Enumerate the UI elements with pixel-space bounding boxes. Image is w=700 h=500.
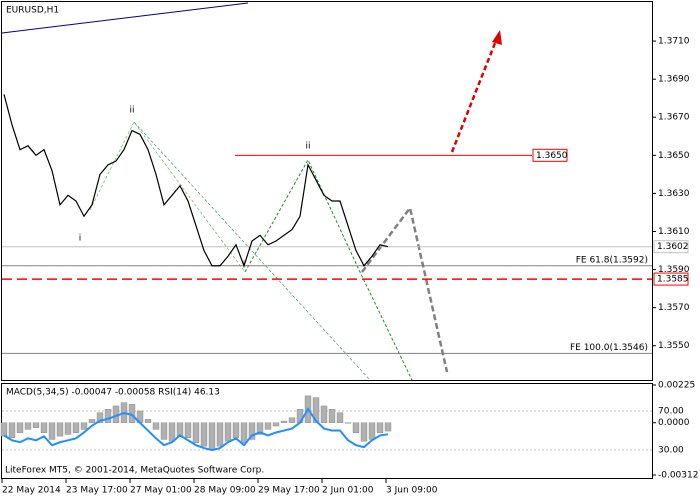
level-label: 1.3650: [536, 151, 568, 161]
wave-label: i: [243, 261, 246, 271]
macd-bar: [280, 420, 288, 423]
y-tick-label: 1.3650: [658, 151, 690, 161]
macd-bar: [376, 422, 384, 433]
y-tick-label: 1.3710: [658, 37, 690, 47]
macd-bar: [352, 422, 360, 433]
y2-tick-label: 30.00: [658, 446, 684, 456]
wave-label: i: [79, 234, 82, 244]
wave-line: [244, 158, 413, 381]
macd-bar: [152, 422, 160, 430]
forecast-path: [361, 205, 449, 373]
macd-bar: [272, 422, 280, 427]
y-tick-label: -0.00312: [658, 471, 698, 481]
macd-bar: [208, 422, 216, 450]
macd-bar: [216, 422, 224, 447]
macd-bar: [224, 422, 232, 442]
macd-bar: [168, 422, 176, 442]
macd-bar: [360, 422, 368, 442]
x-tick-label: 29 May 17:00: [258, 486, 320, 496]
x-tick-label: 27 May 01:00: [130, 486, 192, 496]
x-tick-label: 2 Jun 01:00: [322, 486, 374, 496]
macd-bar: [0, 422, 8, 437]
macd-bar: [144, 419, 152, 423]
macd-bar: [176, 422, 184, 437]
y-tick-label: 1.3550: [658, 341, 690, 351]
y2-tick-label: 70.00: [658, 407, 684, 417]
macd-bar: [344, 422, 352, 424]
x-tick-label: 23 May 17:00: [66, 486, 128, 496]
macd-bar: [288, 417, 296, 423]
level-box: [653, 240, 689, 254]
x-tick-label: 22 May 2014: [2, 486, 61, 496]
macd-bar: [160, 422, 168, 440]
x-tick-label: 28 May 09:00: [194, 486, 256, 496]
macd-bar: [72, 422, 80, 433]
macd-bar: [256, 422, 264, 435]
macd-bar: [56, 422, 64, 437]
level-label: 1.3602: [657, 242, 689, 252]
macd-bar: [200, 422, 208, 447]
wave-line: [89, 121, 246, 273]
macd-bar: [80, 422, 88, 430]
macd-bar: [48, 422, 56, 440]
footer: LiteForex MT5, © 2001-2014, MetaQuotes S…: [5, 466, 264, 476]
price-line: [3, 94, 389, 268]
y-tick-label: 1.3610: [658, 227, 690, 237]
y-tick-label: 0.0000: [658, 418, 690, 428]
macd-bar: [320, 405, 328, 423]
forecast-arrow: [450, 37, 499, 153]
macd-bar: [384, 422, 392, 432]
macd-bar: [40, 422, 48, 433]
y-tick-label: 0.00225: [658, 381, 695, 391]
rsi-line: [3, 407, 389, 452]
y-tick-label: 1.3630: [658, 189, 690, 199]
macd-bar: [24, 422, 32, 430]
y-tick-label: 1.3590: [658, 265, 690, 275]
macd-bar: [64, 422, 72, 435]
fibo-label: FE 61.8(1.3592): [576, 255, 648, 265]
wave-label: ii: [129, 106, 134, 116]
chart-title: EURUSD,H1: [6, 6, 59, 16]
y-tick-label: 1.3670: [658, 113, 690, 123]
fibo-label: FE 100.0(1.3546): [570, 343, 648, 353]
macd-bar: [104, 409, 112, 423]
indicator-title: MACD(5,34,5) -0.00047 -0.00058 RSI(14) 4…: [6, 388, 220, 398]
macd-bar: [96, 412, 104, 423]
macd-bar: [88, 419, 96, 423]
y-tick-label: 1.3690: [658, 75, 690, 85]
macd-bar: [8, 422, 16, 438]
macd-bar: [312, 397, 320, 423]
macd-bar: [248, 422, 256, 440]
macd-bar: [16, 422, 24, 433]
trend-line: [1, 2, 249, 34]
macd-bar: [328, 409, 336, 423]
level-box: [532, 148, 568, 162]
macd-bar: [32, 422, 40, 428]
wave-line: [133, 121, 371, 381]
macd-bar: [240, 422, 248, 443]
wave-label: ii: [305, 142, 310, 152]
level-label: 1.3585: [657, 275, 689, 285]
main-frame: [1, 1, 653, 381]
level-box: [653, 272, 689, 286]
macd-bar: [184, 422, 192, 438]
macd-bar: [192, 422, 200, 443]
y-tick-label: 1.3570: [658, 303, 690, 313]
macd-bar: [232, 422, 240, 438]
macd-bar: [368, 422, 376, 440]
macd-bar: [336, 412, 344, 423]
macd-bar: [264, 422, 272, 430]
x-tick-label: 3 Jun 09:00: [386, 486, 438, 496]
arrow-head: [492, 30, 502, 45]
